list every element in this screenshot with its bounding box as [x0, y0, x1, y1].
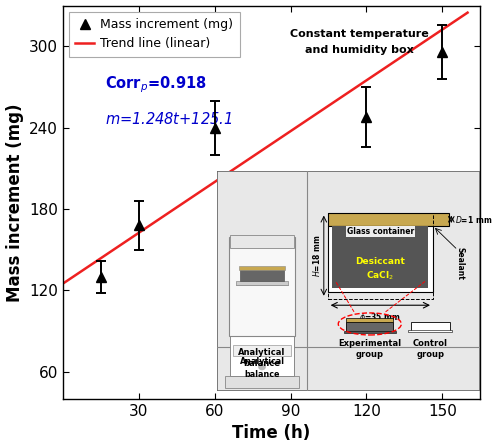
- Text: Constant temperature: Constant temperature: [290, 29, 428, 39]
- Text: $m$=1.248$t$+125.1: $m$=1.248$t$+125.1: [104, 111, 232, 127]
- Text: and humidity box: and humidity box: [305, 45, 414, 55]
- Y-axis label: Mass increment (mg): Mass increment (mg): [6, 103, 24, 302]
- X-axis label: Time (h): Time (h): [232, 424, 310, 443]
- Text: Corr$_p$=0.918: Corr$_p$=0.918: [104, 74, 206, 95]
- Legend: Mass increment (mg), Trend line (linear): Mass increment (mg), Trend line (linear): [69, 12, 239, 56]
